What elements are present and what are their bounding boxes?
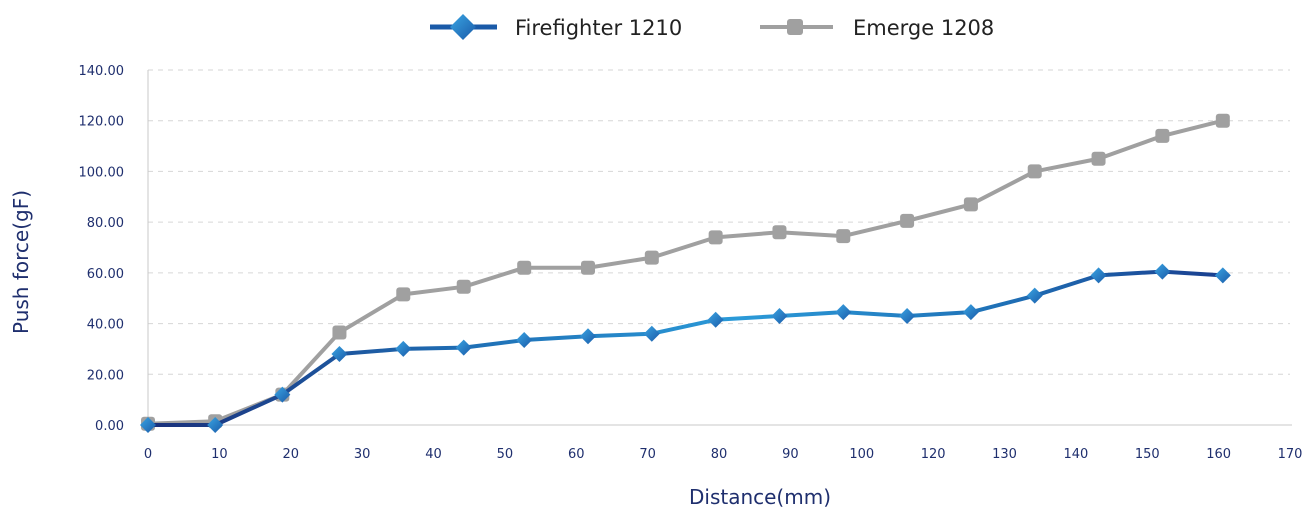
x-tick-label: 30 (354, 447, 371, 462)
data-point-diamond (516, 332, 533, 349)
data-point-diamond (707, 311, 724, 328)
data-point-diamond (580, 328, 597, 345)
y-axis-title: Push force(gF) (9, 190, 33, 334)
x-tick-label: 170 (1278, 447, 1302, 462)
series-line (146, 118, 1225, 426)
x-tick-label: 10 (211, 447, 228, 462)
x-axis-ticks: 0 10 20 30 40 50 60 70 80 90 100 120 130 140 150 160 170 (144, 447, 1302, 462)
y-tick-label: 20.00 (87, 368, 124, 383)
data-point-square (1155, 128, 1170, 143)
data-point-diamond (899, 307, 916, 324)
x-tick-label: 40 (425, 447, 442, 462)
x-axis-title: Distance(mm) (689, 485, 831, 509)
series-line (146, 269, 1225, 427)
data-point-diamond (455, 339, 472, 356)
data-point-diamond (835, 304, 852, 321)
legend-label-firefighter: Firefighter 1210 (515, 16, 682, 40)
data-point-diamond (395, 340, 412, 357)
data-point-diamond (643, 325, 660, 342)
legend: Firefighter 1210 Emerge 1208 (430, 14, 994, 40)
x-tick-label: 120 (921, 447, 946, 462)
data-point-diamond (1154, 263, 1171, 280)
data-point-diamond (1026, 287, 1043, 304)
series-layer (140, 113, 1231, 433)
y-tick-label: 80.00 (87, 216, 124, 231)
data-point-diamond (140, 417, 156, 433)
x-tick-label: 130 (992, 447, 1017, 462)
series-firefighter (140, 263, 1231, 433)
data-point-square (836, 229, 851, 244)
data-point-diamond (1090, 267, 1107, 284)
data-point-diamond (771, 307, 788, 324)
data-point-square (772, 225, 787, 240)
y-tick-label: 100.00 (79, 165, 125, 180)
legend-marker-square (787, 19, 803, 35)
data-point-diamond (331, 346, 348, 362)
legend-label-emerge: Emerge 1208 (853, 16, 994, 40)
grid (148, 69, 1290, 375)
data-point-square (1091, 151, 1106, 166)
data-point-square (456, 279, 471, 294)
y-tick-label: 120.00 (79, 115, 125, 130)
legend-marker-diamond (450, 14, 476, 40)
x-tick-label: 160 (1206, 447, 1231, 462)
data-point-diamond (1214, 267, 1231, 284)
series-emerge (141, 113, 1230, 431)
legend-item-emerge: Emerge 1208 (760, 16, 994, 40)
legend-item-firefighter: Firefighter 1210 (430, 14, 682, 40)
data-point-square (332, 325, 347, 340)
y-tick-label: 40.00 (87, 318, 124, 333)
data-point-square (581, 260, 596, 275)
x-tick-label: 70 (639, 447, 656, 462)
x-tick-label: 150 (1135, 447, 1160, 462)
y-tick-label: 140.00 (79, 64, 125, 79)
data-point-square (1215, 113, 1230, 128)
x-tick-label: 0 (144, 447, 152, 462)
x-tick-label: 20 (282, 447, 299, 462)
y-tick-label: 60.00 (87, 267, 124, 282)
x-tick-label: 140 (1063, 447, 1088, 462)
y-tick-label: 0.00 (95, 419, 124, 434)
x-tick-label: 100 (849, 447, 874, 462)
data-point-square (517, 260, 532, 275)
data-point-diamond (207, 417, 224, 433)
x-tick-label: 60 (568, 447, 585, 462)
data-point-square (1027, 164, 1042, 179)
data-point-diamond (274, 386, 291, 403)
x-tick-label: 50 (497, 447, 514, 462)
y-axis-ticks: 0.00 20.00 40.00 60.00 80.00 100.00 120.00 140.… (79, 64, 125, 434)
data-point-square (708, 230, 723, 245)
data-point-square (900, 213, 915, 228)
data-point-square (963, 197, 978, 212)
data-point-square (644, 250, 659, 265)
x-tick-label: 90 (782, 447, 799, 462)
data-point-diamond (962, 304, 979, 321)
data-point-square (396, 287, 411, 302)
x-tick-label: 80 (711, 447, 728, 462)
